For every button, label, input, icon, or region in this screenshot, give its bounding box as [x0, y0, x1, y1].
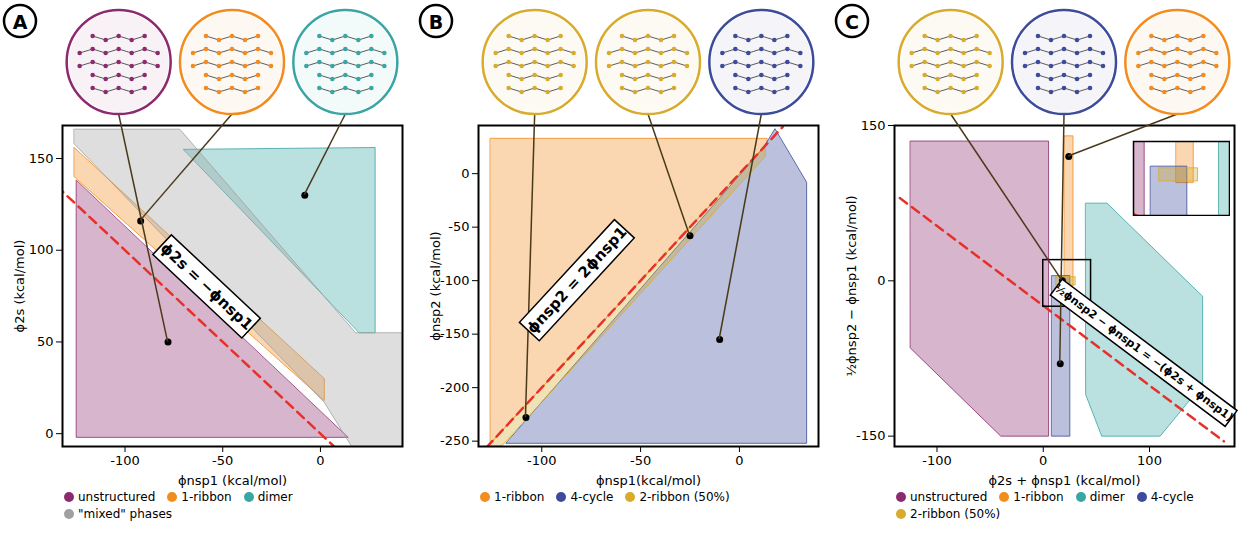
- svg-text:100: 100: [1137, 453, 1162, 468]
- svg-text:-50: -50: [212, 453, 233, 468]
- svg-text:½ϕnsp2 − ϕnsp1 = −(ϕ2s + ϕnsp1: ½ϕnsp2 − ϕnsp1 = −(ϕ2s + ϕnsp1): [1052, 281, 1236, 424]
- svg-text:ϕnsp1(kcal/mol): ϕnsp1(kcal/mol): [596, 473, 701, 488]
- svg-text:-250: -250: [440, 433, 470, 448]
- svg-text:ϕnsp2 (kcal/mol): ϕnsp2 (kcal/mol): [428, 231, 443, 340]
- html-text:2-ribbon (50%): 2-ribbon (50%): [639, 490, 730, 504]
- svg-text:0: 0: [1039, 453, 1047, 468]
- svg-text:-50: -50: [448, 219, 469, 234]
- html-text:unstructured: unstructured: [78, 490, 156, 504]
- svg-text:-100: -100: [527, 453, 557, 468]
- svg-text:ϕnsp1 (kcal/mol): ϕnsp1 (kcal/mol): [178, 473, 287, 488]
- svg-text:-100: -100: [110, 453, 140, 468]
- html-text:2-ribbon (50%): 2-ribbon (50%): [910, 507, 1001, 521]
- svg-text:-150: -150: [440, 326, 470, 341]
- svg-text:½ϕnsp2 − ϕnsp1 (kcal/mol): ½ϕnsp2 − ϕnsp1 (kcal/mol): [844, 195, 859, 376]
- svg-text:C: C: [845, 11, 859, 33]
- svg-text:0: 0: [735, 453, 743, 468]
- svg-text:-100: -100: [440, 273, 470, 288]
- svg-text:100: 100: [29, 242, 54, 257]
- svg-text:B: B: [429, 11, 443, 33]
- svg-text:ϕ2s = −ϕnsp1: ϕ2s = −ϕnsp1: [157, 239, 257, 334]
- html-text:unstructured: unstructured: [910, 490, 988, 504]
- svg-text:150: 150: [861, 118, 886, 133]
- svg-text:0: 0: [877, 273, 885, 288]
- svg-text:-100: -100: [922, 453, 952, 468]
- html-text:dimer: dimer: [257, 490, 293, 504]
- svg-text:-50: -50: [630, 453, 651, 468]
- html-text:4-cycle: 4-cycle: [1150, 490, 1194, 504]
- html-text:"mixed" phases: "mixed" phases: [78, 507, 173, 521]
- html-text:4-cycle: 4-cycle: [570, 490, 614, 504]
- svg-text:ϕnsp2 = 2ϕnsp1: ϕnsp2 = 2ϕnsp1: [523, 223, 630, 337]
- svg-text:-200: -200: [440, 380, 470, 395]
- svg-text:0: 0: [45, 426, 53, 441]
- svg-text:0: 0: [461, 166, 469, 181]
- html-text:1-ribbon: 1-ribbon: [494, 490, 545, 504]
- html-text:dimer: dimer: [1089, 490, 1125, 504]
- svg-text:A: A: [13, 11, 28, 33]
- html-text:1-ribbon: 1-ribbon: [181, 490, 232, 504]
- svg-text:ϕ2s + ϕnsp1 (kcal/mol): ϕ2s + ϕnsp1 (kcal/mol): [988, 473, 1140, 488]
- html-text:1-ribbon: 1-ribbon: [1013, 490, 1064, 504]
- svg-text:ϕ2s (kcal/mol): ϕ2s (kcal/mol): [12, 240, 27, 333]
- svg-text:-150: -150: [856, 428, 886, 443]
- svg-text:150: 150: [29, 151, 54, 166]
- svg-text:50: 50: [37, 334, 54, 349]
- svg-text:0: 0: [316, 453, 324, 468]
